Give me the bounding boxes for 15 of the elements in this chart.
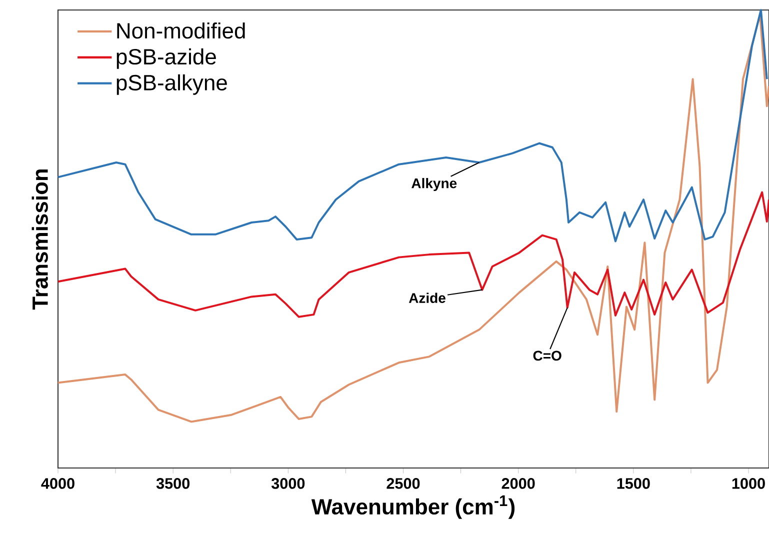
y-axis-title: Transmission	[32, 169, 48, 310]
annotation: Azide	[408, 292, 446, 303]
x-tick-label: 3500	[156, 478, 190, 489]
legend-label: Non-modified	[117, 22, 245, 39]
x-tick-label: 1500	[617, 478, 650, 489]
x-tick-label: 4000	[41, 478, 74, 489]
x-tick-label: 2000	[502, 478, 535, 489]
annotation: C=O	[533, 350, 562, 361]
legend-label: pSB-alkyne	[116, 74, 227, 95]
x-tick-label: 1000	[732, 478, 765, 489]
legend-label: pSB-azide	[116, 48, 216, 69]
x-tick-label: 3000	[271, 478, 305, 489]
annotation: Alkyne	[412, 178, 457, 192]
x-tick-label: 2500	[386, 478, 420, 489]
x-axis-title: Wavenumber (cm$^{-1}$)	[311, 495, 515, 519]
